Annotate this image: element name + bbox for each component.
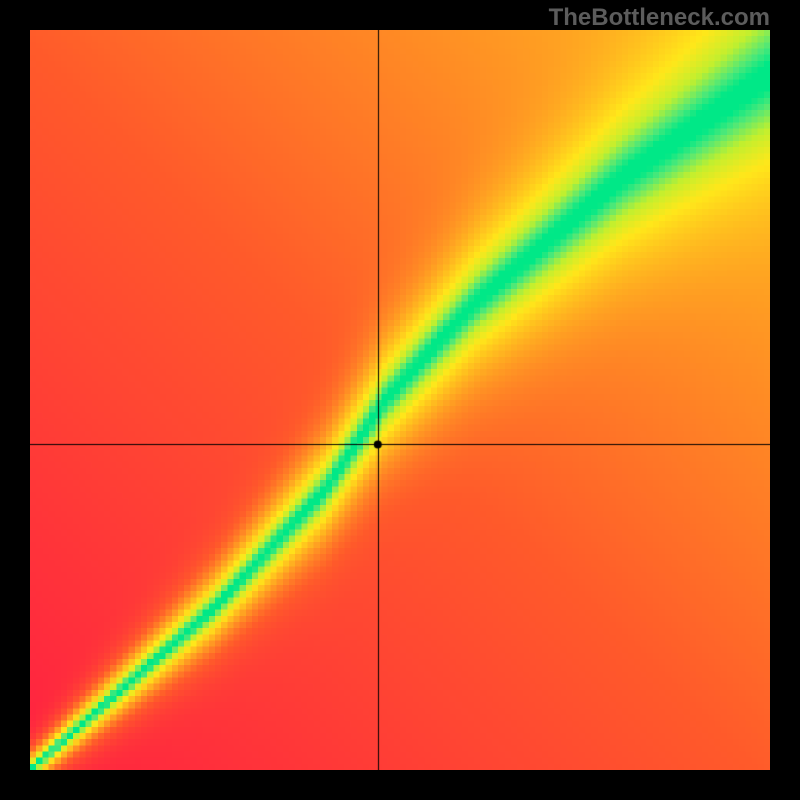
- heatmap-canvas: [30, 30, 770, 770]
- figure-root: TheBottleneck.com: [0, 0, 800, 800]
- watermark-text: TheBottleneck.com: [549, 4, 770, 32]
